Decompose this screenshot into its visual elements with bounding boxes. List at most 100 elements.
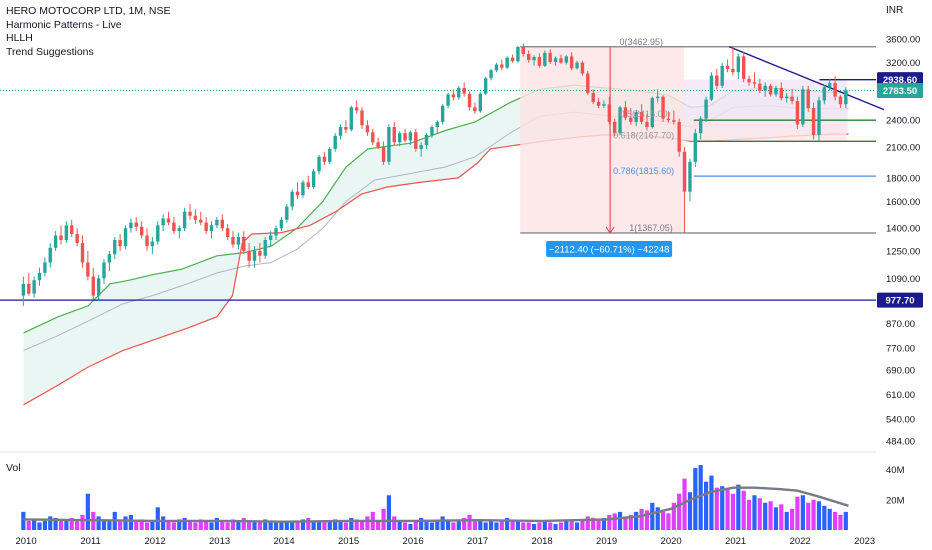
candle-body <box>747 78 751 83</box>
volume-bar <box>252 522 257 530</box>
candle-body <box>220 219 224 229</box>
volume-bar <box>677 493 682 530</box>
volume-bar <box>214 517 219 530</box>
indicator-harmonic-patterns[interactable]: Harmonic Patterns - Live <box>6 18 122 31</box>
volume-bar <box>655 507 660 530</box>
volume-bar <box>451 522 456 530</box>
candle-body <box>371 132 375 143</box>
volume-bar <box>510 519 515 530</box>
candle-body <box>741 56 746 79</box>
volume-bar <box>419 517 424 530</box>
volume-bar <box>26 520 31 530</box>
candle-body <box>779 87 784 99</box>
price-tick-label: 1250.00 <box>886 246 920 257</box>
candle-body <box>150 241 155 247</box>
symbol-title[interactable]: HERO MOTOCORP LTD, 1M, NSE <box>6 5 171 17</box>
volume-bar <box>354 519 359 530</box>
candle-body <box>376 142 380 147</box>
volume-bar <box>53 517 58 530</box>
volume-bar <box>225 522 230 530</box>
candle-body <box>575 62 579 69</box>
volume-bar <box>574 522 580 530</box>
candle-body <box>123 228 128 247</box>
volume-tick-label: 40M <box>886 465 905 476</box>
candle-body <box>91 276 95 296</box>
indicator-hllh[interactable]: HLLH <box>6 32 33 45</box>
candle-body <box>790 96 794 102</box>
candle-body <box>263 240 267 256</box>
horizontal-levels[interactable] <box>0 46 885 301</box>
candle-body <box>322 156 327 162</box>
candle-body <box>591 92 595 102</box>
volume-bar <box>75 520 80 530</box>
candle-body <box>698 118 703 134</box>
volume-bar <box>58 520 64 530</box>
volume-bar <box>80 514 85 530</box>
volume-bar <box>198 519 203 530</box>
candle-body <box>199 219 203 223</box>
candle-body <box>785 96 789 99</box>
volume-bar <box>488 519 494 530</box>
fib-labels: 0(3462.95) 0.5(2415.00) 0.618(2167.70) 0.78… <box>613 37 674 233</box>
candle-body <box>768 85 773 95</box>
chart-legend: HERO MOTOCORP LTD, 1M, NSE Harmonic Patt… <box>6 5 171 59</box>
candle-body <box>268 235 273 240</box>
candle-body <box>607 104 612 122</box>
candle-body <box>602 104 606 106</box>
candle-body <box>129 222 133 229</box>
time-tick-label: 2010 <box>15 536 36 547</box>
candle-body <box>526 54 531 61</box>
volume-bar <box>166 520 171 530</box>
candle-body <box>548 52 552 62</box>
candle-body <box>462 87 466 94</box>
volume-bar <box>746 499 752 530</box>
time-tick-label: 2014 <box>274 536 295 547</box>
candle-body <box>457 87 461 98</box>
volume-bar <box>171 522 177 530</box>
candle-body <box>516 46 520 62</box>
candle-body <box>274 228 278 236</box>
time-tick-label: 2011 <box>80 536 100 547</box>
price-label-box <box>877 292 923 308</box>
measure-area <box>520 46 685 233</box>
candle-body <box>833 83 837 97</box>
candle-body <box>27 283 31 294</box>
volume-bar <box>279 522 284 530</box>
candle-body <box>639 112 644 122</box>
candle-body <box>844 90 848 105</box>
price-tick-label: 484.00 <box>886 437 915 448</box>
volume-bar <box>671 502 676 530</box>
candle-body <box>242 236 246 251</box>
volume-bar <box>230 519 236 530</box>
volume-bar <box>472 519 477 530</box>
volume-bar <box>639 508 644 530</box>
volume-bar <box>290 522 295 530</box>
candle-body <box>64 225 69 240</box>
time-tick-label: 2017 <box>467 536 488 547</box>
candle-body <box>118 240 122 247</box>
fib-label: 0.5(2415.00) <box>620 109 671 119</box>
volume-bar <box>838 514 843 530</box>
volume-bar <box>833 511 838 530</box>
volume-bar <box>365 516 370 530</box>
volume-bar <box>150 520 155 530</box>
candle-body <box>156 225 160 242</box>
candle-body <box>252 250 257 261</box>
candle-body <box>537 57 542 66</box>
candle-body <box>328 148 332 162</box>
time-axis[interactable]: 2010 2011 2012 2013 2014 2015 2016 2017 2018 2019… <box>15 536 875 547</box>
candle-body <box>258 250 262 256</box>
time-tick-label: 2019 <box>596 536 617 547</box>
volume-pane-label[interactable]: Vol <box>6 462 21 474</box>
volume-bar <box>757 498 762 530</box>
candle-body <box>629 117 633 122</box>
candle-body <box>414 132 418 149</box>
candle-body <box>435 121 439 128</box>
indicator-trend-suggestions[interactable]: Trend Suggestions <box>6 45 94 58</box>
candle-body <box>80 243 85 263</box>
volume-bar <box>558 522 564 530</box>
volume-bar <box>553 523 558 530</box>
candle-body <box>188 211 192 216</box>
